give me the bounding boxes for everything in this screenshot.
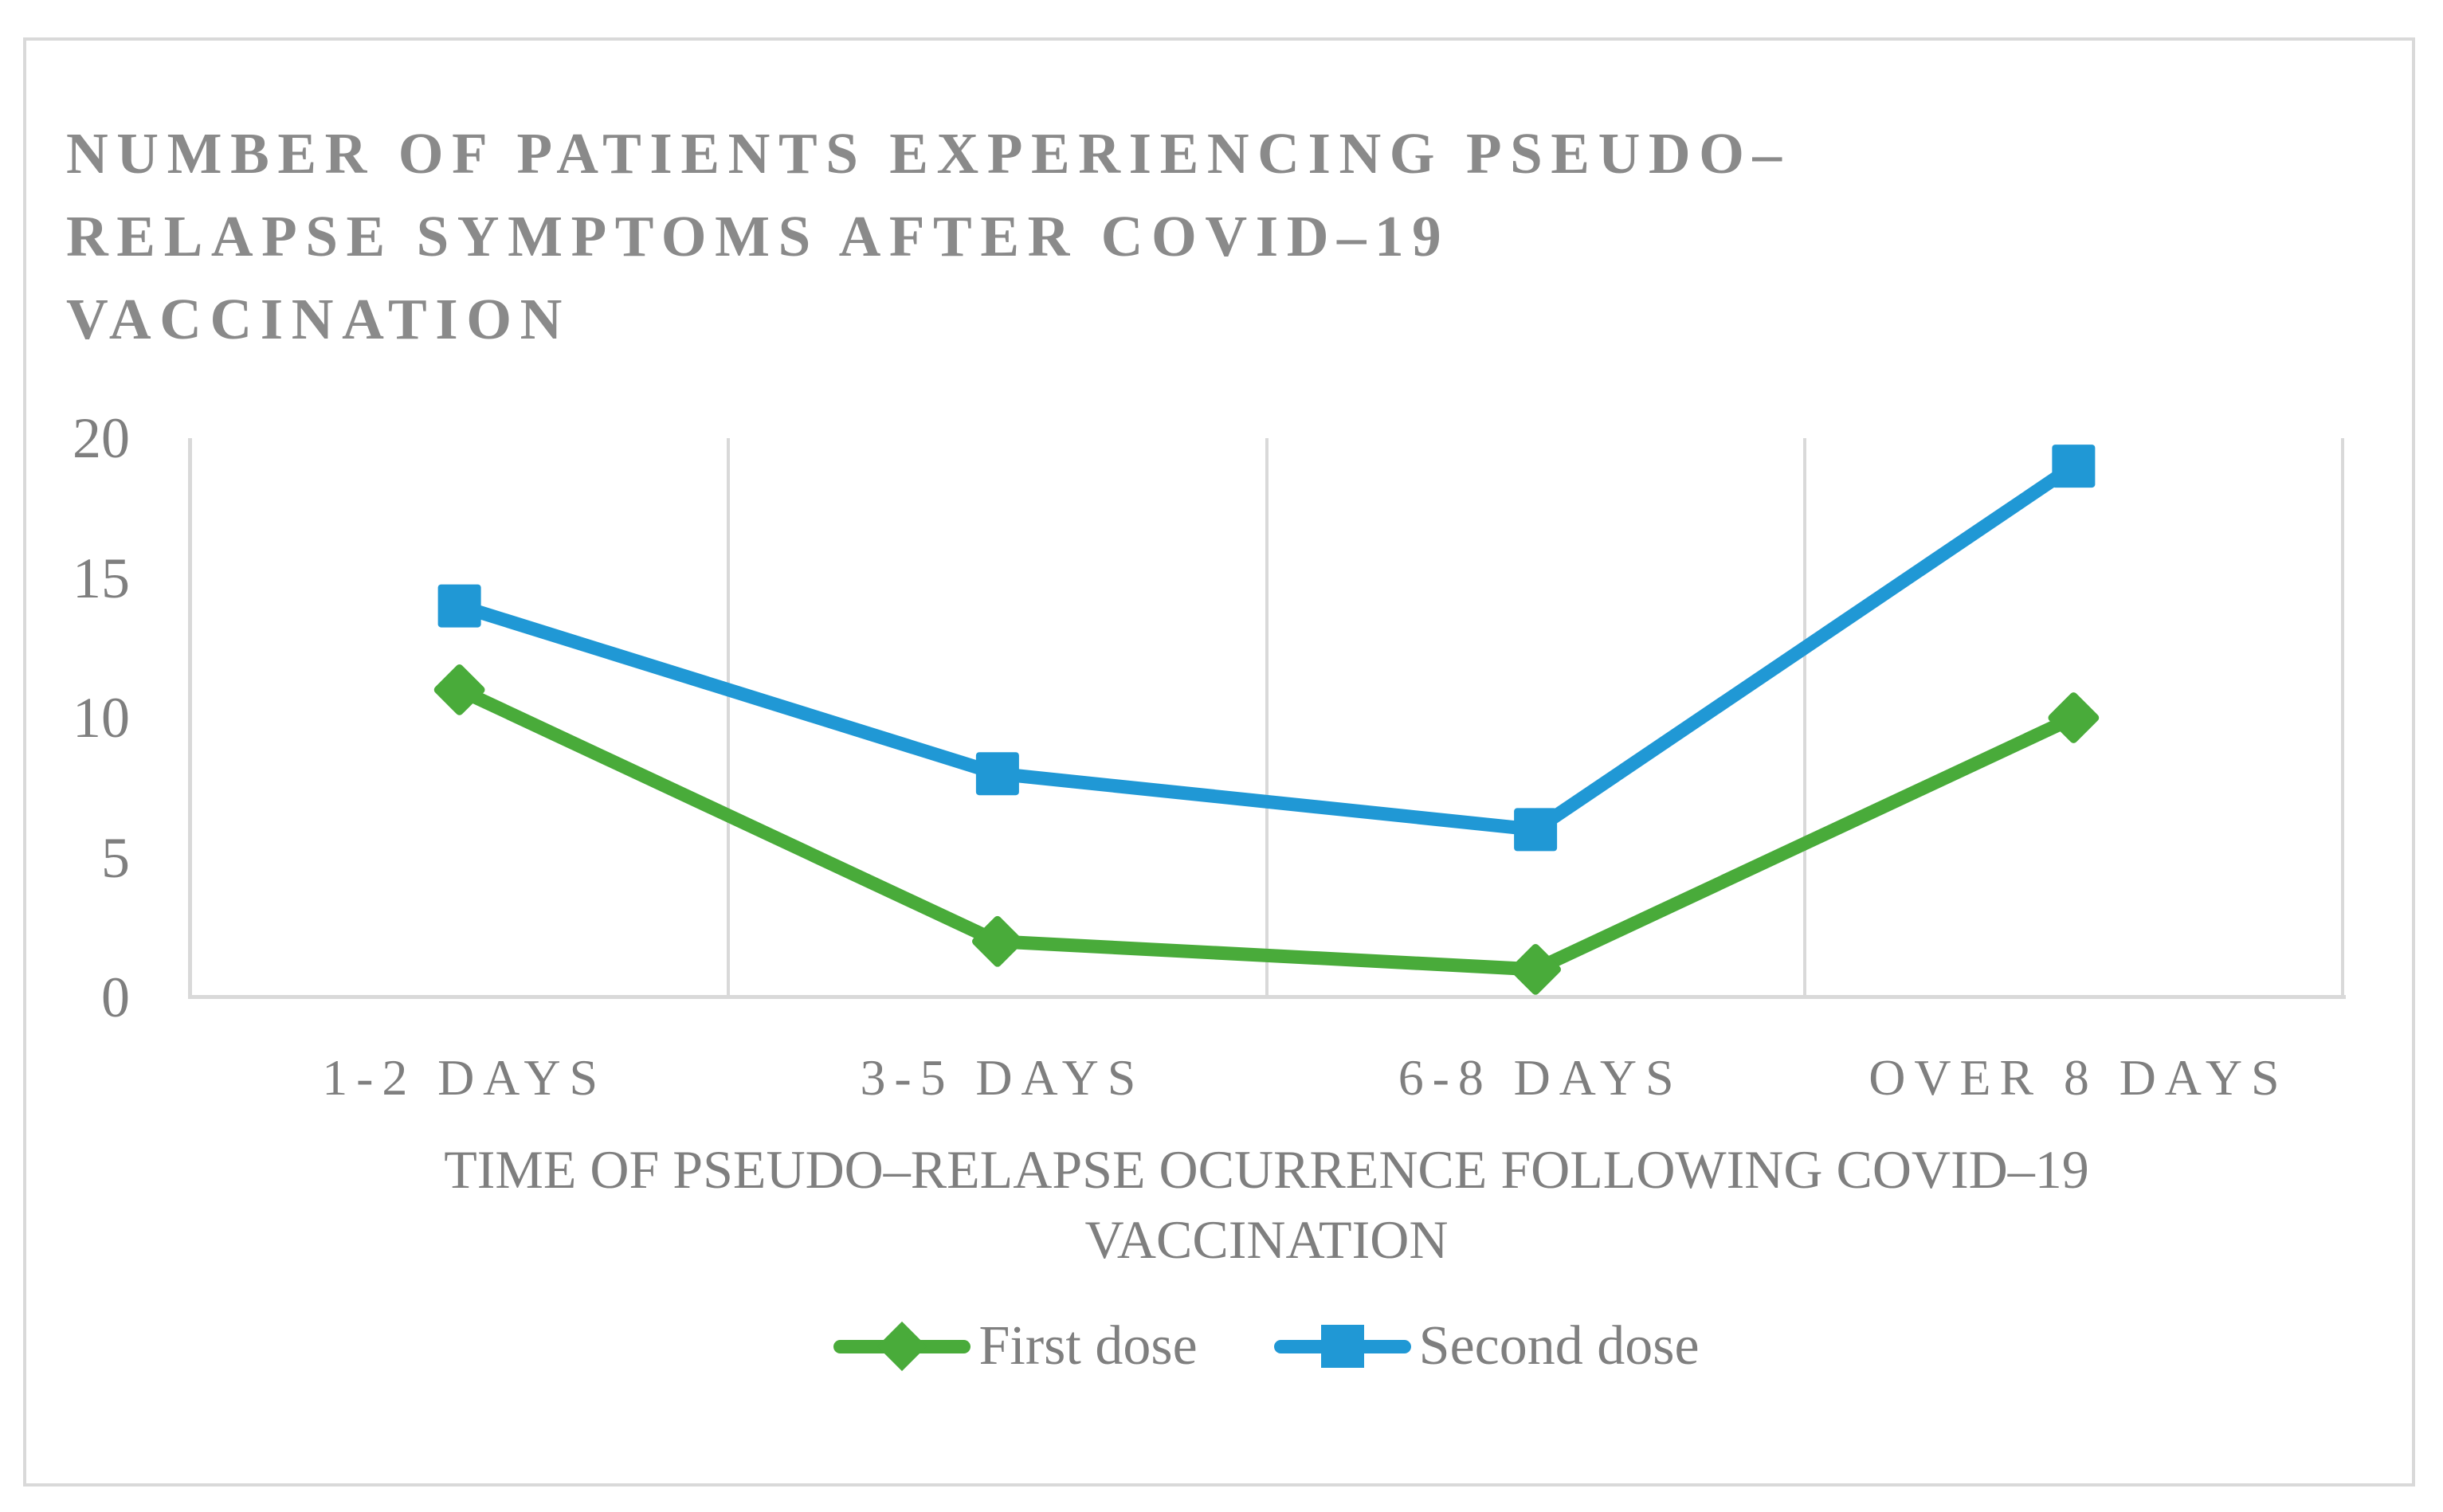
y-axis-tick-label: 15 [73,546,130,610]
legend-diamond-marker-icon [877,1321,927,1372]
legend-square-marker-icon [1320,1325,1364,1368]
chart-title-line-2: RELAPSE SYMPTOMS AFTER COVID–19 [66,204,1450,268]
y-axis-line [188,438,192,997]
gridline [2341,438,2344,997]
legend-line-swatch [1273,1325,1411,1368]
gridline [1265,438,1269,997]
data-point-marker-diamond [1510,944,1561,995]
x-axis-category-label: 6-8 DAYS [1398,1049,1683,1106]
y-axis-tick-label: 0 [101,966,130,1029]
data-point-marker-square [1514,808,1558,852]
x-axis-title: TIME OF PSEUDO–RELAPSE OCURRENCE FOLLOWI… [190,1134,2343,1275]
chart-title: NUMBER OF PATIENTS EXPERIENCING PSEUDO– … [66,112,2138,361]
series-line-first-dose [457,684,2076,977]
legend-item-second-dose: Second dose [1273,1314,1700,1378]
y-axis-tick-label: 10 [73,686,130,750]
chart-border [23,37,2415,1487]
data-point-marker-square [975,752,1019,796]
chart-title-line-3: VACCINATION [66,287,571,351]
gridline [727,438,731,997]
data-point-marker-diamond [433,664,485,715]
legend-line-swatch [833,1321,971,1372]
gridline [1802,438,1806,997]
legend-label: Second dose [1418,1315,1700,1377]
x-axis-line [188,995,2346,999]
x-axis-title-line-2: VACCINATION [1084,1209,1449,1270]
data-point-marker-square [2052,445,2096,488]
x-axis-category-label: 1-2 DAYS [322,1049,606,1106]
x-axis-category-label: 3-5 DAYS [860,1049,1145,1106]
legend-label: First dose [978,1315,1198,1377]
series-line-second-dose [457,460,2078,837]
y-axis-tick-label: 5 [101,825,130,890]
x-axis-category-label: OVER 8 DAYS [1869,1049,2288,1106]
data-point-marker-diamond [972,915,1023,967]
legend: First dose Second dose [190,1308,2343,1385]
data-point-marker-square [437,584,481,628]
x-axis-title-line-1: TIME OF PSEUDO–RELAPSE OCURRENCE FOLLOWI… [444,1139,2089,1200]
y-axis-tick-label: 20 [73,406,130,470]
chart-title-line-1: NUMBER OF PATIENTS EXPERIENCING PSEUDO– [66,121,1790,186]
data-point-marker-diamond [2048,692,2100,743]
legend-item-first-dose: First dose [833,1314,1198,1378]
